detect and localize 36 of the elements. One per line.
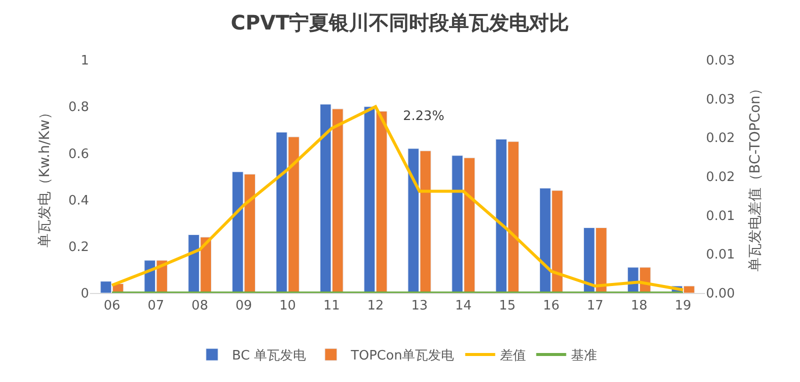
y2-axis-title: 单瓦发电差值（BC-TOPCon） [747,81,764,272]
y2-tick-label: 0.02 [706,131,735,146]
x-tick-label: 07 [148,298,164,314]
y-tick-label: 0.4 [68,193,89,208]
y-axis-title: 单瓦发电（Kw.h/Kw） [36,105,53,248]
y2-tick-label: 0.03 [706,92,735,108]
x-tick-label: 18 [630,298,648,314]
y2-tick-label: 0.02 [706,170,735,186]
x-tick-label: 09 [235,298,252,314]
x-tick-label: 19 [674,298,692,314]
x-tick-label: 06 [104,298,120,314]
y2-tick-label: 0.00 [706,286,735,302]
chart-title: CPVT宁夏银川不同时段单瓦发电对比 [230,10,570,34]
x-tick-label: 17 [586,298,604,314]
x-tick-label: 08 [192,298,208,314]
y2-tick-label: 0.03 [706,54,735,69]
legend-label: 基准 [571,348,598,364]
annotation: 2.23% [403,109,444,124]
x-tick-label: 12 [367,298,384,314]
x-tick-label: 16 [542,298,560,314]
legend-label: BC 单瓦发电 [232,348,306,364]
y-tick-label: 0.6 [68,146,89,162]
legend-label: TOPCon单瓦发电 [350,348,454,364]
x-tick-label: 13 [411,298,428,314]
x-tick-label: 10 [279,298,296,314]
y-tick-label: 0.2 [68,240,89,255]
y2-tick-label: 0.01 [706,248,735,263]
y-tick-label: 0.8 [68,100,89,116]
line-series [110,105,685,292]
x-tick-label: 15 [499,298,516,314]
y-tick-label: 0 [80,286,89,302]
x-tick-label: 14 [455,298,472,314]
x-tick-label: 11 [323,298,340,314]
legend-label: 差值 [500,348,526,364]
y-tick-label: 1 [80,54,89,69]
y2-tick-label: 0.01 [706,208,735,224]
